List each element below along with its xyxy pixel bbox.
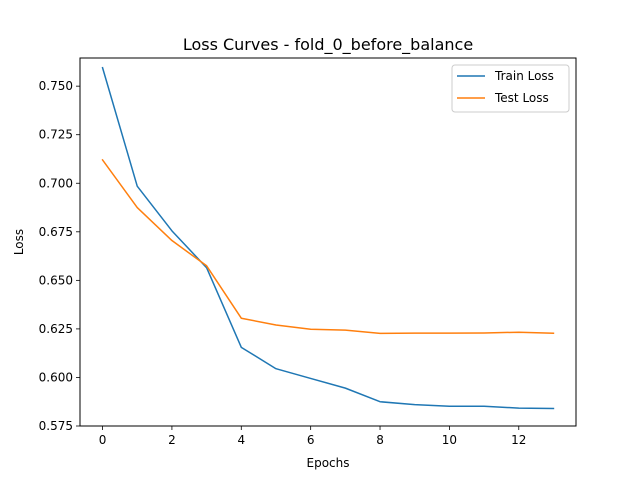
legend-label-test-loss: Test Loss: [494, 91, 549, 105]
x-tick-label: 6: [307, 433, 315, 447]
legend-label-train-loss: Train Loss: [494, 69, 554, 83]
x-tick-label: 8: [376, 433, 384, 447]
plot-frame: [79, 57, 577, 427]
y-tick-label: 0.650: [39, 273, 73, 287]
series-line-test-loss: [101, 158, 555, 335]
series-line-train-loss: [101, 66, 555, 410]
x-tick-label: 10: [442, 433, 457, 447]
y-tick-label: 0.725: [39, 128, 73, 142]
x-axis-ticks: 0 2 4 6 8 10 12: [99, 426, 526, 447]
x-tick-label: 12: [511, 433, 526, 447]
y-axis-ticks: 0.575 0.600 0.625 0.650 0.675 0.700 0.725 0.750: [39, 79, 80, 433]
y-tick-label: 0.600: [39, 370, 73, 384]
x-tick-label: 0: [99, 433, 107, 447]
y-tick-label: 0.700: [39, 176, 73, 190]
series-layer: [101, 66, 555, 410]
x-axis-label: Epochs: [307, 456, 350, 470]
y-tick-label: 0.575: [39, 419, 73, 433]
chart-title: Loss Curves - fold_0_before_balance: [183, 35, 473, 55]
legend: Train Loss Test Loss: [451, 64, 570, 113]
y-axis-label: Loss: [12, 229, 26, 255]
x-tick-label: 4: [237, 433, 245, 447]
y-tick-label: 0.675: [39, 225, 73, 239]
y-tick-label: 0.625: [39, 322, 73, 336]
y-tick-label: 0.750: [39, 79, 73, 93]
x-tick-label: 2: [168, 433, 176, 447]
